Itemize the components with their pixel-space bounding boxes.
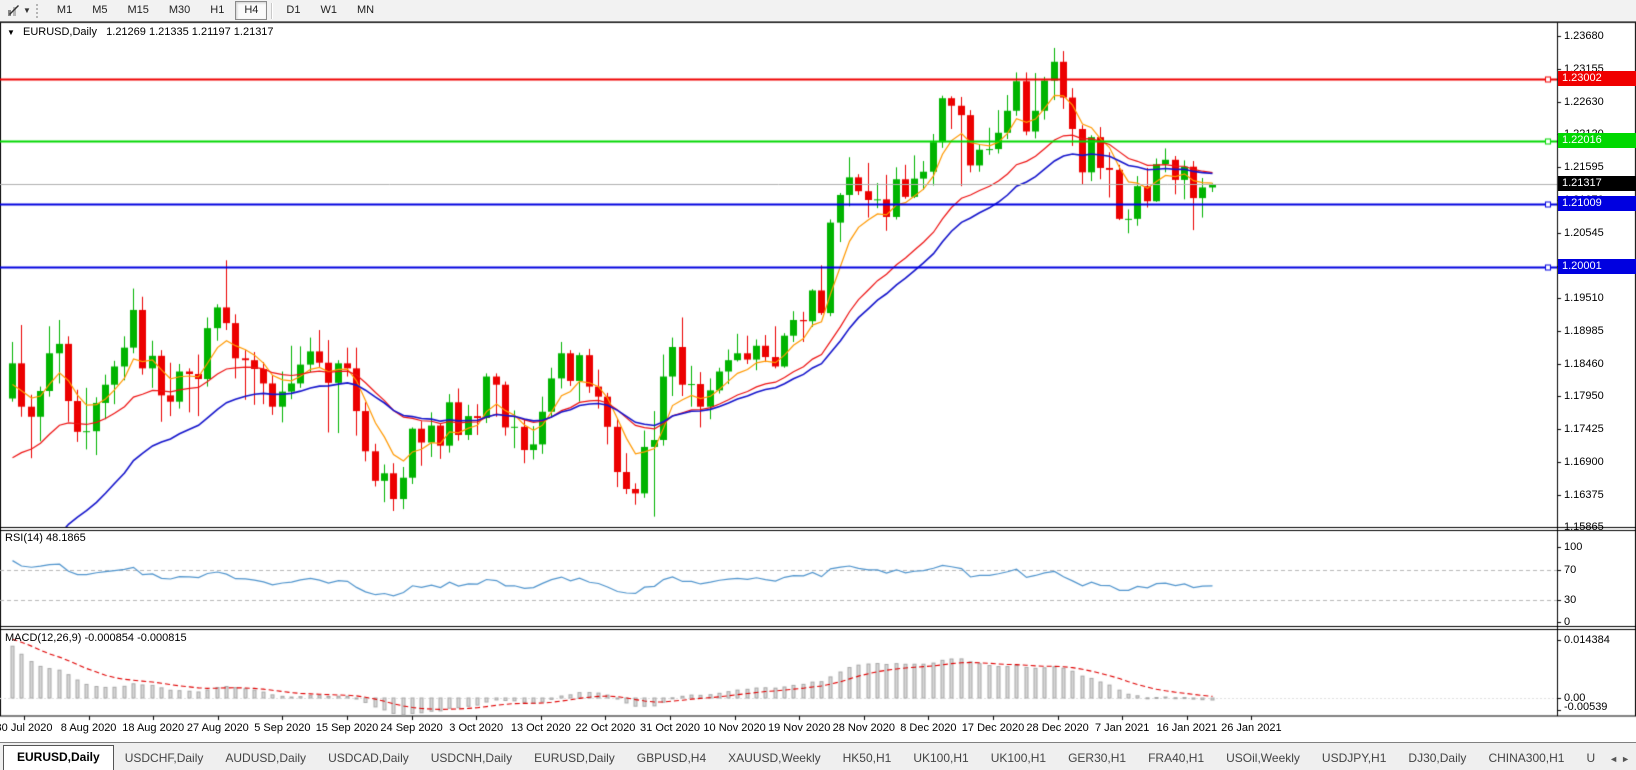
date-axis-label: 26 Jan 2021: [1221, 722, 1282, 734]
date-axis-label: 31 Oct 2020: [640, 722, 700, 734]
price-axis-tick: 1.18460: [1564, 357, 1604, 370]
tabs-scroll-right-icon[interactable]: ►: [1621, 754, 1633, 764]
chart-tab-ger30-h1[interactable]: GER30,H1: [1068, 751, 1127, 765]
rsi-axis-tick: 0: [1564, 616, 1571, 628]
chart-tab-usdjpy-h1[interactable]: USDJPY,H1: [1321, 751, 1387, 765]
chart-tab-eurusd-daily[interactable]: EURUSD,Daily: [3, 745, 114, 770]
price-line-label-1-23002: 1.23002: [1558, 70, 1636, 86]
price-line-label-1-21317: 1.21317: [1558, 176, 1636, 192]
chart-tab-uk100-h1[interactable]: UK100,H1: [913, 751, 969, 765]
rsi-label: RSI(14) 48.1865: [5, 532, 86, 544]
price-axis-tick: 1.17425: [1564, 423, 1604, 435]
price-axis-tick: 1.16375: [1564, 488, 1604, 501]
collapse-arrow-icon[interactable]: ▼: [7, 28, 15, 37]
date-axis-label: 5 Sep 2020: [254, 722, 311, 734]
chart-tab-fra40-h1[interactable]: FRA40,H1: [1148, 751, 1205, 765]
date-axis-label: 19 Nov 2020: [767, 722, 831, 734]
timeframe-button-d1[interactable]: D1: [286, 4, 301, 16]
chart-tab-gbpusd-h4[interactable]: GBPUSD,H4: [636, 751, 707, 765]
timeframe-button-h4[interactable]: H4: [235, 1, 268, 20]
chart-tab-u[interactable]: U: [1586, 751, 1596, 765]
date-axis-label: 18 Aug 2020: [122, 722, 185, 734]
date-axis-label: 16 Jan 2021: [1156, 722, 1218, 734]
date-axis-label: 7 Jan 2021: [1094, 722, 1150, 734]
chart-tabs-bar: EURUSD,Daily USDCHF,Daily AUDUSD,Daily USDC…: [0, 742, 1636, 770]
date-axis-label: 27 Aug 2020: [186, 722, 249, 734]
timeframe-button-m30[interactable]: M30: [168, 4, 191, 16]
date-axis-label: 3 Oct 2020: [449, 722, 504, 734]
date-axis-label: 15 Sep 2020: [315, 722, 379, 734]
date-axis-label: 10 Nov 2020: [703, 722, 766, 734]
price-axis-tick: 1.20545: [1564, 226, 1604, 239]
chart-tab-uk100-h1[interactable]: UK100,H1: [990, 751, 1047, 765]
timeframe-button-m5[interactable]: M5: [92, 4, 108, 16]
chart-ohlc-values: 1.21269 1.21335 1.21197 1.21317: [106, 26, 274, 38]
chart-tool-icon[interactable]: [3, 3, 23, 19]
price-axis-tick: 1.22630: [1564, 95, 1604, 108]
chart-plot-area[interactable]: [0, 22, 1557, 716]
macd-axis-tick: 0.014384: [1564, 634, 1610, 646]
rsi-axis-tick: 100: [1564, 541, 1583, 553]
timeframe-button-h1[interactable]: H1: [210, 4, 225, 16]
macd-axis-tick: -0.00539: [1564, 701, 1608, 713]
date-axis-label: 8 Aug 2020: [60, 722, 117, 734]
price-axis-tick: 1.19510: [1564, 292, 1604, 304]
chart-tab-usdcnh-daily[interactable]: USDCNH,Daily: [430, 751, 513, 765]
price-axis-tick: 1.15865: [1564, 521, 1604, 534]
dropdown-caret-icon[interactable]: ▼: [23, 6, 31, 15]
date-axis-label: 13 Oct 2020: [510, 722, 571, 734]
price-axis-tick: 1.17950: [1564, 390, 1604, 403]
chart-title: ▼ EURUSD,Daily 1.21269 1.21335 1.21197 1…: [7, 26, 274, 38]
chart-tab-usdchf-daily[interactable]: USDCHF,Daily: [124, 751, 204, 765]
date-axis-label: 30 Jul 2020: [0, 722, 53, 734]
chart-tab-dj30-daily[interactable]: DJ30,Daily: [1408, 751, 1467, 765]
date-axis-label: 28 Nov 2020: [832, 722, 895, 734]
price-axis-tick: 1.23680: [1564, 30, 1604, 42]
chart-tab-xauusd-weekly[interactable]: XAUUSD,Weekly: [728, 751, 821, 765]
timeframe-button-mn[interactable]: MN: [356, 4, 375, 16]
rsi-axis-tick: 30: [1564, 593, 1577, 606]
macd-axis-tick: 0.00: [1564, 692, 1586, 704]
date-axis-label: 22 Oct 2020: [575, 722, 636, 734]
tabs-scroll-left-icon[interactable]: ◄: [1609, 754, 1622, 764]
price-axis-tick: 1.21595: [1564, 161, 1604, 173]
date-axis-label: 8 Dec 2020: [900, 722, 957, 734]
chart-tab-usdcad-daily[interactable]: USDCAD,Daily: [328, 751, 409, 765]
price-line-label-1-21009: 1.21009: [1558, 195, 1636, 211]
toolbar-grip[interactable]: [35, 3, 42, 18]
rsi-axis-tick: 70: [1564, 563, 1577, 576]
price-axis-tick: 1.18985: [1564, 324, 1604, 337]
chart-symbol-period: EURUSD,Daily: [22, 26, 97, 38]
chart-tab-usoil-weekly[interactable]: USOil,Weekly: [1226, 751, 1300, 765]
date-axis-label: 24 Sep 2020: [380, 722, 443, 734]
chart-tab-audusd-daily[interactable]: AUDUSD,Daily: [225, 751, 307, 765]
chart-tab-hk50-h1[interactable]: HK50,H1: [842, 751, 892, 765]
chart-tab-eurusd-daily[interactable]: EURUSD,Daily: [534, 751, 615, 765]
toolbar-separator: [271, 2, 274, 19]
date-axis-label: 28 Dec 2020: [1026, 722, 1089, 734]
price-line-label-1-20001: 1.20001: [1558, 259, 1636, 275]
timeframe-toolbar: ▼ M1 M5 M15 M30 H1 H4 D1 W1 MN: [0, 0, 1636, 22]
price-axis-tick: 1.16900: [1564, 455, 1604, 468]
timeframe-button-w1[interactable]: W1: [320, 4, 337, 16]
price-line-label-1-22016: 1.22016: [1558, 132, 1636, 148]
timeframe-button-m15[interactable]: M15: [127, 4, 149, 16]
date-axis-label: 17 Dec 2020: [961, 722, 1025, 734]
chart-tab-china300-h1[interactable]: CHINA300,H1: [1488, 751, 1565, 765]
macd-label: MACD(12,26,9) -0.000854 -0.000815: [5, 632, 187, 644]
timeframe-button-m1[interactable]: M1: [56, 4, 73, 16]
